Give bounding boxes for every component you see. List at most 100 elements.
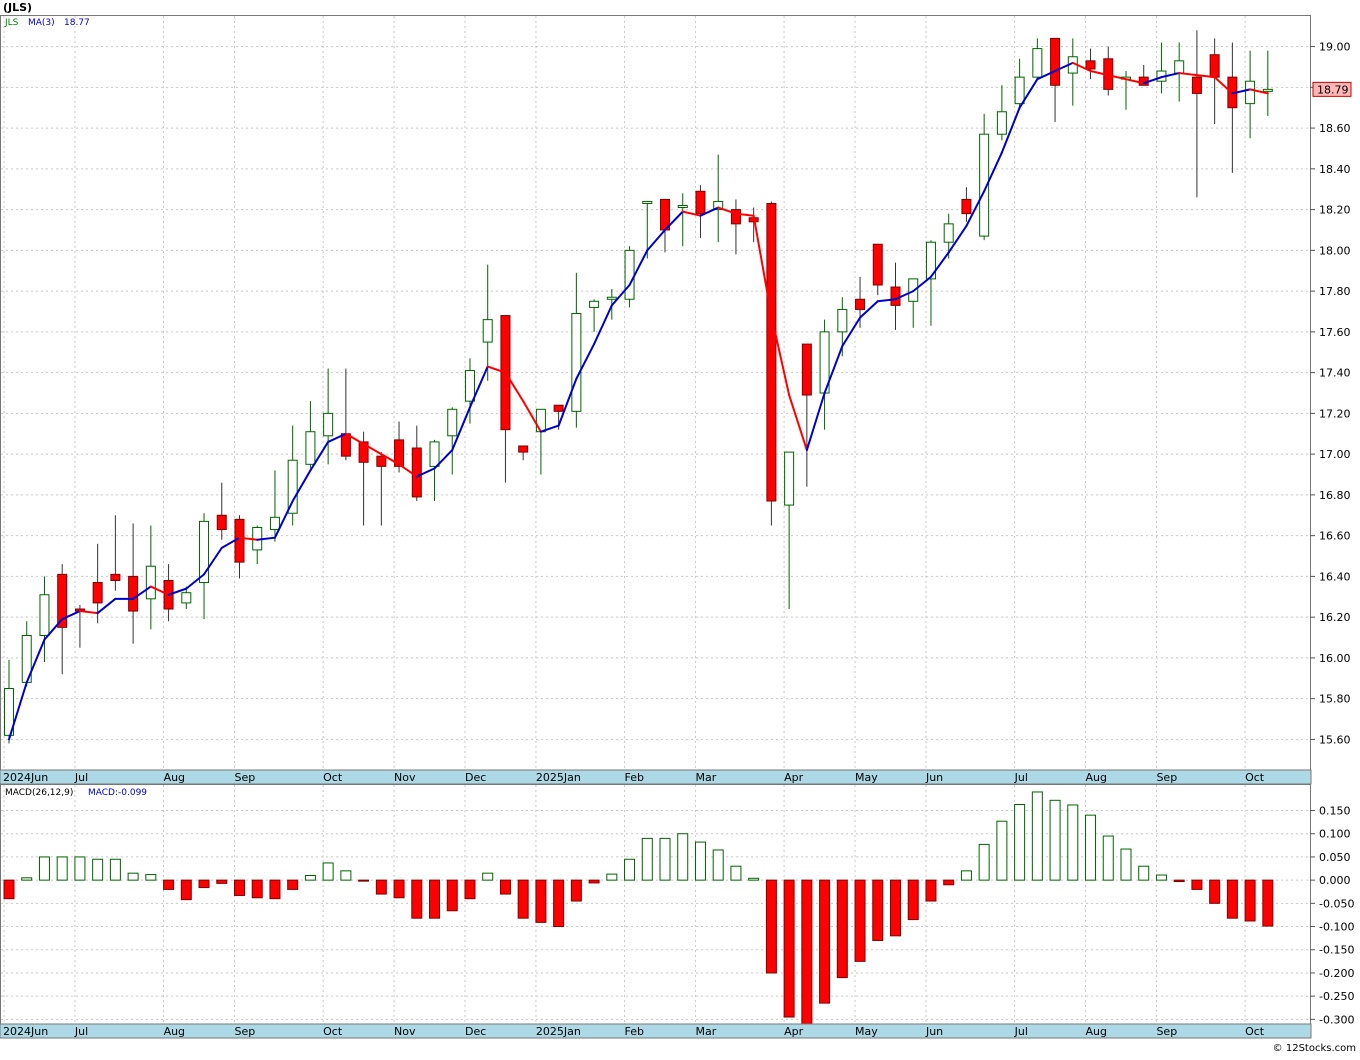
ma3-segment [1107, 74, 1127, 81]
ma3-segment [8, 681, 28, 741]
candle-body [784, 451, 795, 506]
ma3-segment [1054, 61, 1074, 73]
month-label: Jul [1014, 771, 1028, 784]
macd-bar [38, 856, 50, 881]
ma3-segment [238, 536, 259, 541]
month-label: May [855, 771, 878, 784]
ma3-segment [699, 206, 720, 217]
month-label: Nov [394, 1025, 416, 1038]
candle [464, 358, 475, 424]
candle-body [695, 190, 706, 215]
month-label: 2025Jan [536, 771, 581, 784]
candle [801, 343, 812, 487]
candle-body [464, 370, 475, 402]
ma3-segment [273, 500, 294, 539]
candle [872, 243, 883, 296]
price-grid [1, 16, 1310, 770]
ma3-segment [664, 210, 684, 231]
ma3-segment [859, 300, 879, 319]
ma3-segment [1071, 61, 1092, 73]
ma3-segment [522, 400, 542, 433]
macd-bar [907, 879, 919, 921]
price-tick-label: 17.00 [1319, 448, 1351, 461]
candle-body [855, 298, 866, 310]
month-label: Dec [465, 771, 486, 784]
candle [996, 85, 1007, 141]
candle-body [199, 520, 210, 584]
macd-bar [251, 879, 263, 899]
month-label: Apr [784, 771, 804, 784]
candle-body [872, 243, 883, 286]
month-label: Aug [1086, 1025, 1107, 1038]
month-label: Apr [784, 1025, 804, 1038]
candle-body [1174, 60, 1185, 74]
macd-bar [624, 858, 636, 881]
ma3-segment [61, 610, 81, 621]
ma3-segment [504, 371, 525, 403]
macd-bar [1085, 814, 1097, 881]
ma3-segment [185, 573, 206, 590]
legend-ma-value: 18.77 [64, 18, 90, 28]
candle [376, 452, 387, 526]
candle-body [323, 412, 334, 437]
macd-bar [535, 879, 547, 923]
ma3-segment [646, 228, 667, 252]
macd-bar [1067, 804, 1079, 881]
candle [925, 240, 936, 326]
ma3-segment [1000, 106, 1021, 154]
ma3-segment [717, 206, 737, 215]
ma3-segment [1249, 88, 1269, 95]
month-label: Aug [164, 1025, 185, 1038]
candle-body [837, 308, 848, 333]
ma3-segment [132, 585, 152, 600]
candle [713, 154, 724, 243]
candle-body [57, 573, 68, 628]
candle [766, 201, 777, 526]
candle [730, 199, 741, 255]
price-tick-label: 16.00 [1319, 652, 1351, 665]
macd-bar [340, 870, 352, 881]
candle [482, 264, 493, 381]
macd-bar [1191, 879, 1203, 890]
macd-tick-label: -0.150 [1319, 944, 1354, 957]
macd-y-axis: -0.300 -0.250 -0.200 -0.150 -0.100 -0.050 0.00… [1310, 805, 1354, 1026]
candle-body [39, 594, 50, 637]
candles [4, 30, 1273, 744]
candle-body [890, 286, 901, 306]
macd-bar [127, 872, 139, 881]
legend-symbol: JLS [4, 18, 19, 28]
macd-bar [712, 849, 724, 881]
macd-bar [1120, 848, 1132, 881]
month-label: Oct [323, 771, 343, 784]
month-label: Sep [1156, 771, 1177, 784]
month-label: Jul [74, 771, 88, 784]
candle-body [110, 573, 121, 581]
month-label: Aug [164, 771, 185, 784]
ma3-segment [256, 536, 276, 541]
macd-bar [943, 879, 955, 886]
candle-body [961, 198, 972, 215]
candle [269, 470, 280, 542]
macd-tick-label: -0.250 [1319, 990, 1354, 1003]
month-label: Jul [74, 1025, 88, 1038]
candle-body [340, 433, 351, 457]
month-label: May [855, 1025, 878, 1038]
price-tick-label: 15.60 [1319, 733, 1351, 746]
ma3-segment [1213, 76, 1234, 95]
macd-tick-label: -0.300 [1319, 1013, 1354, 1026]
ma3-segment [752, 214, 773, 317]
candle-body [358, 441, 369, 463]
candle [287, 425, 298, 526]
candle [305, 401, 316, 469]
candle [1262, 50, 1273, 116]
month-label: Jun [925, 1025, 943, 1038]
candle-body [1209, 54, 1220, 78]
candle [589, 299, 600, 332]
candle-body [979, 133, 990, 237]
ma3-segment [876, 298, 897, 303]
macd-bar [996, 820, 1008, 881]
candle-body [713, 200, 724, 211]
candle-body [553, 404, 564, 412]
ma3-segment [468, 365, 489, 409]
price-tick-label: 16.60 [1319, 530, 1351, 543]
